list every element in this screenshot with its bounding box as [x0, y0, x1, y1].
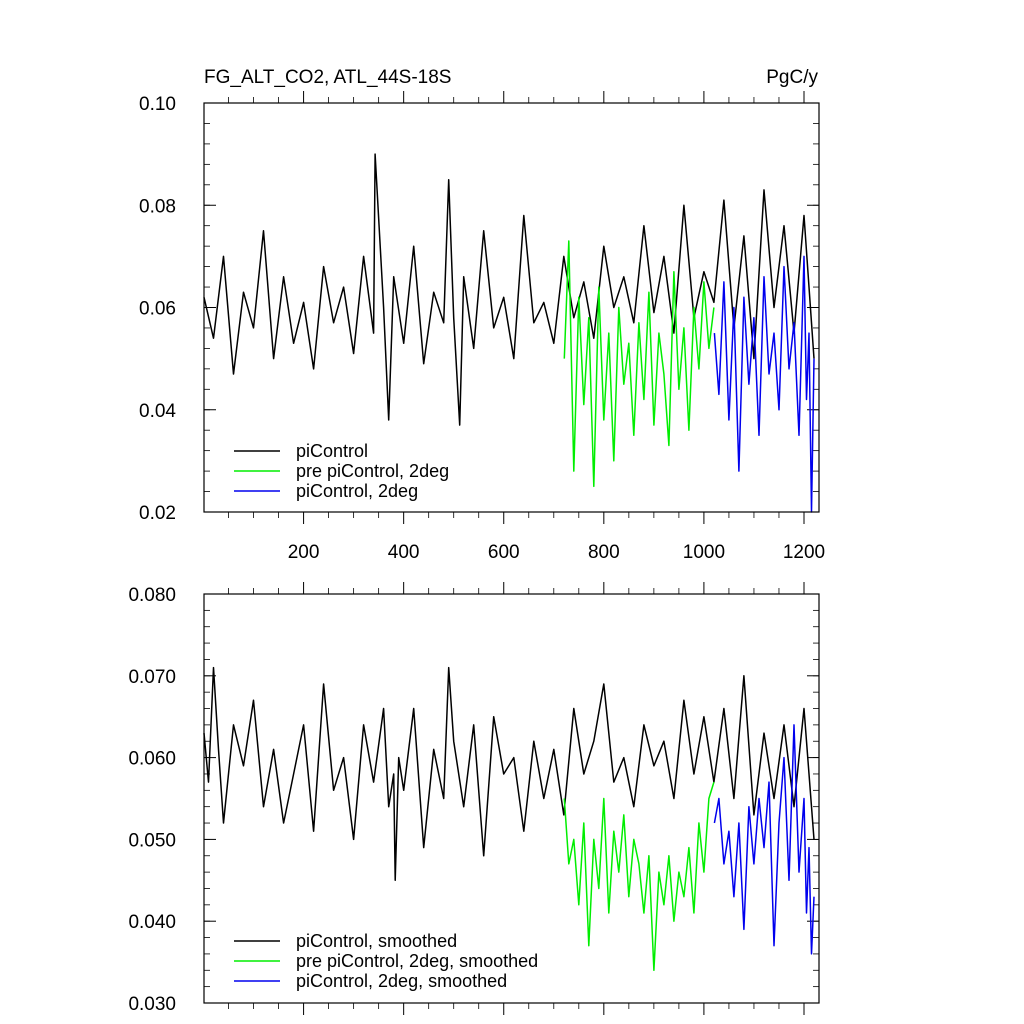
legend-label-2: pre piControl, 2deg: [296, 461, 449, 481]
series-line-2: [563, 781, 715, 972]
y-tick-label: 0.060: [128, 749, 176, 770]
legend-label-3: piControl, 2deg, smoothed: [296, 971, 507, 991]
top-panel-title: FG_ALT_CO2, ATL_44S-18S: [204, 67, 451, 88]
y-tick-label: 0.040: [128, 912, 176, 933]
y-tick-label: 0.06: [139, 299, 176, 320]
y-tick-label: 0.02: [139, 503, 176, 524]
legend-label-1: piControl: [296, 441, 368, 461]
y-tick-label: 0.08: [139, 196, 176, 217]
top-panel-series: [203, 153, 815, 513]
x-tick-label: 400: [388, 542, 420, 563]
x-tick-label: 200: [288, 542, 320, 563]
y-tick-label: 0.030: [128, 994, 176, 1015]
y-tick-label: 0.04: [139, 401, 176, 422]
top-panel: FG_ALT_CO2, ATL_44S-18S PgC/y 0.02 0.04 0.…: [139, 67, 825, 563]
x-tick-label: 1000: [683, 542, 725, 563]
y-tick-label: 0.070: [128, 667, 176, 688]
x-tick-label: 600: [488, 542, 520, 563]
x-tick-label: 1200: [783, 542, 825, 563]
y-tick-label: 0.050: [128, 830, 176, 851]
top-panel-units: PgC/y: [766, 67, 818, 88]
bottom-panel: 0.030 0.040 0.050 0.060 0.070 0.080 piControl…: [128, 582, 820, 1015]
bottom-panel-series: [203, 666, 815, 972]
y-tick-label: 0.10: [139, 94, 176, 115]
legend-label-3: piControl, 2deg: [296, 481, 418, 501]
series-line-3: [713, 255, 815, 513]
legend-label-2: pre piControl, 2deg, smoothed: [296, 951, 538, 971]
y-tick-label: 0.080: [128, 585, 176, 606]
series-line-2: [563, 240, 715, 488]
top-panel-frame: [203, 102, 820, 513]
bottom-panel-frame: [203, 593, 820, 1004]
series-line-3: [713, 724, 815, 955]
series-line-1: [203, 153, 815, 426]
x-tick-label: 800: [588, 542, 620, 563]
legend-label-1: piControl, smoothed: [296, 931, 457, 951]
series-line-1: [203, 666, 815, 882]
